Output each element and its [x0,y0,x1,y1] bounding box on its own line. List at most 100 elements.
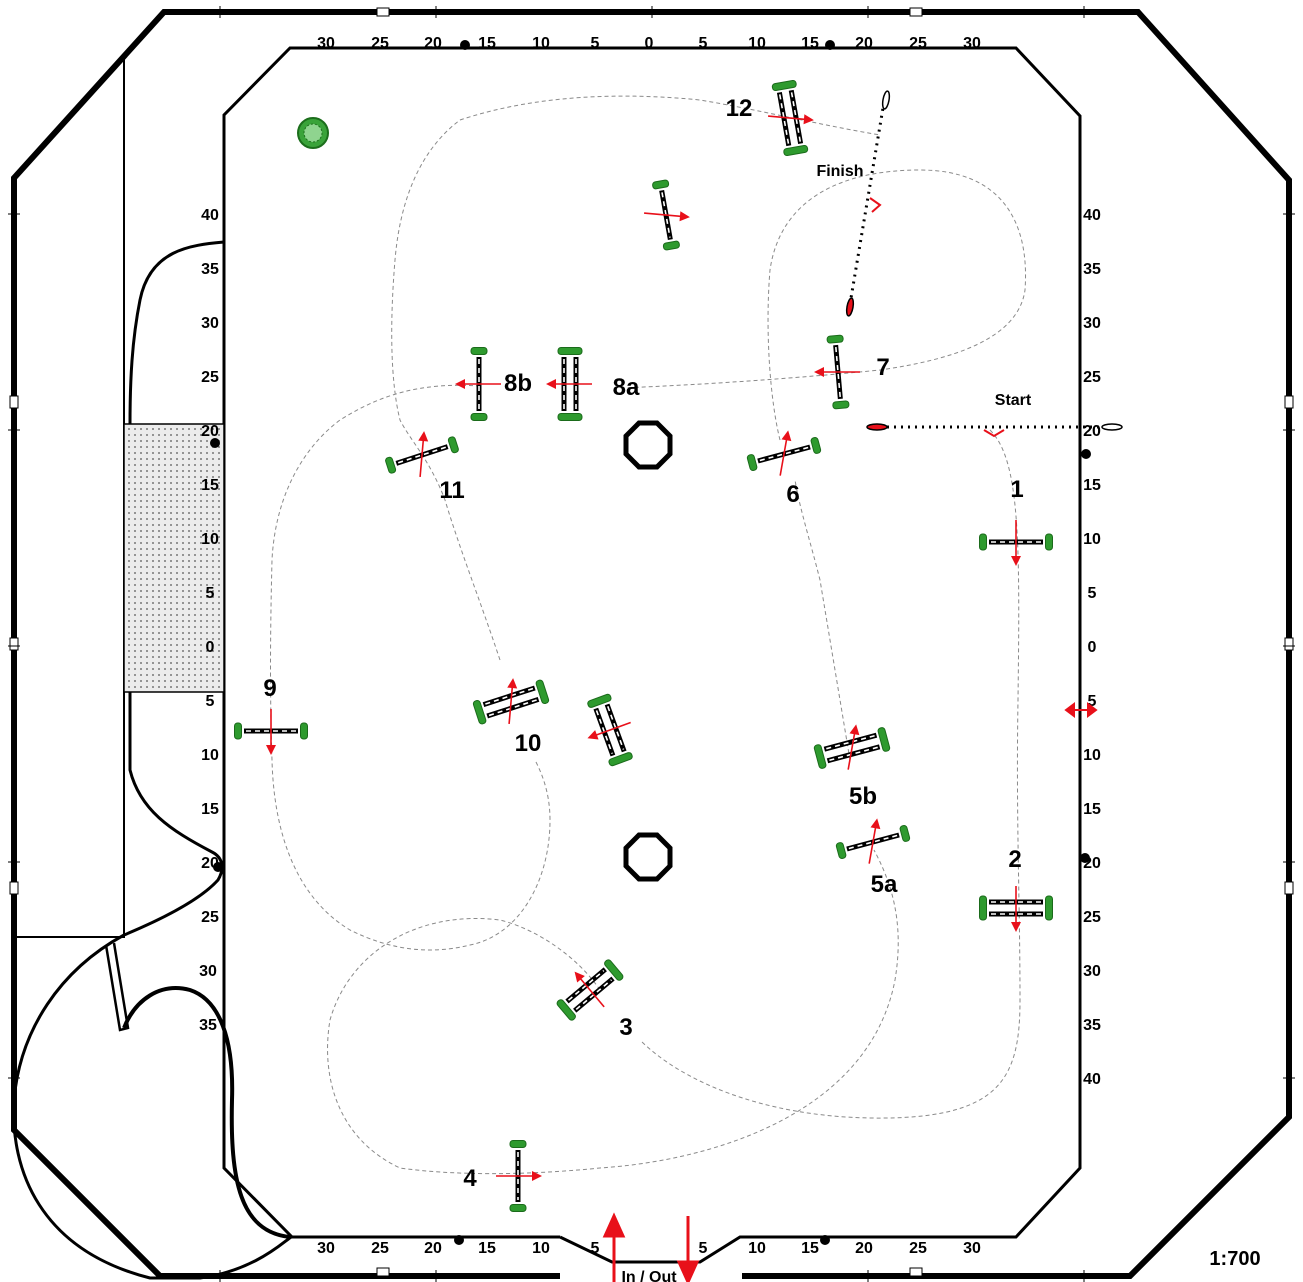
fence-wing-icon [810,436,822,454]
ruler-bottom-tick: 10 [748,1240,766,1257]
fence-11 [385,431,459,477]
ruler-bottom-tick: 5 [591,1240,600,1257]
fence-rail [788,89,804,144]
fence-4 [496,1140,542,1212]
ruler-bottom-tick: 25 [371,1240,389,1257]
ruler-left: 40 35 30 25 20 15 10 5 0 5 10 15 20 25 3… [199,207,219,1034]
direction-arrow-icon [1011,520,1021,566]
finish-marker-icon [881,90,891,110]
fence-2 [979,886,1053,932]
direction-arrow-icon [644,211,690,222]
fence-5a [835,818,911,864]
ruler-top-tick: 30 [317,35,335,52]
left-curve-mid [123,692,224,937]
lower-left-curve [12,933,294,1280]
ruler-left-tick: 40 [201,207,219,224]
fence-wing-icon [1045,895,1053,921]
direction-arrow-icon [266,709,276,755]
fence-rail [823,732,878,752]
fence-label-5b: 5b [849,783,877,810]
gate-arrows [602,1212,700,1282]
ruler-top-tick: 10 [748,35,766,52]
fence-unnamed-a [644,179,690,251]
riding-track [270,95,1027,1175]
ruler-left-tick: 30 [201,315,219,332]
ruler-top-tick: 25 [909,35,927,52]
fence-label-8b: 8b [504,370,532,397]
ruler-right-tick: 20 [1083,855,1101,872]
fence-1 [979,520,1053,566]
ruler-top-tick: 15 [478,35,496,52]
outer-wall [11,9,1292,1279]
ruler-right-tick: 35 [1083,1017,1101,1034]
direction-arrow-icon [814,367,860,377]
direction-arrow-icon [1011,886,1021,932]
ruler-bottom-tick: 30 [963,1240,981,1257]
fences-layer [234,79,1053,1212]
ruler-right-tick: 30 [1083,315,1101,332]
ruler-left-tick: 5 [206,693,215,710]
fence-wing-icon [608,752,633,767]
fence-wing-icon [556,999,576,1021]
ruler-top: 30 25 20 15 10 5 0 5 10 15 20 25 30 [317,35,981,52]
fence-unnamed-b [587,693,633,767]
fence-wing-icon [771,79,797,92]
ruler-left-tick: 0 [206,639,215,656]
gate-label: In / Out [621,1269,677,1282]
direction-arrow-icon [455,379,501,389]
sand-area [123,423,225,693]
start-label: Start [995,392,1032,409]
fence-label-3: 3 [619,1014,632,1041]
left-curve-top [128,240,225,426]
fence-9 [234,709,308,755]
fence-7 [814,334,860,410]
ruler-left-tick: 35 [201,261,219,278]
ruler-top-tick: 10 [532,35,550,52]
ruler-left-tick: 25 [201,369,219,386]
ruler-right-tick: 5 [1088,585,1097,602]
ruler-left-tick: 20 [201,423,219,440]
direction-arrow-icon [868,818,881,864]
ruler-top-tick: 20 [424,35,442,52]
ruler-right-tick: 15 [1083,477,1101,494]
ruler-right-tick: 5 [1088,693,1097,710]
ruler-bottom-tick: 15 [478,1240,496,1257]
fence-8a [546,347,592,421]
ruler-bottom-tick: 30 [317,1240,335,1257]
direction-arrow-icon [587,721,631,740]
ruler-top-tick: 0 [645,35,654,52]
fence-rail [482,685,536,708]
fence-wing-icon [652,179,670,190]
fence-wing-icon [509,1140,527,1148]
fence-rail [776,92,792,147]
start-line [866,423,1123,438]
fence-wing-icon [509,1204,527,1212]
inner-ring [222,46,1082,1264]
fence-rail [486,696,540,719]
ruler-right-tick: 25 [1083,369,1101,386]
direction-arrow-icon [847,724,860,770]
fence-10 [472,678,550,725]
ruler-left-tick: 5 [206,585,215,602]
ruler-left-tick: 20 [201,855,219,872]
finish-arrow-icon [869,197,882,213]
fence-6 [746,430,822,476]
ruler-left-tick: 15 [201,477,219,494]
ruler-left-tick: 25 [201,909,219,926]
fence-wing-icon [979,895,987,921]
fence-wing-icon [535,679,550,705]
ruler-left-tick: 30 [199,963,217,980]
fence-label-6: 6 [786,481,799,508]
posts [210,40,1091,1245]
ruler-right-tick: 15 [1083,801,1101,818]
flower-pot-icon [297,117,329,149]
ruler-left-tick: 10 [201,531,219,548]
start-arrow-icon [983,429,1005,438]
direction-arrow-icon [779,430,792,476]
ruler-right-tick: 40 [1083,207,1101,224]
ruler-top-tick: 25 [371,35,389,52]
octagon-obstacle [623,832,673,882]
fence-wing-icon [979,533,987,551]
ruler-right-tick: 0 [1088,639,1097,656]
